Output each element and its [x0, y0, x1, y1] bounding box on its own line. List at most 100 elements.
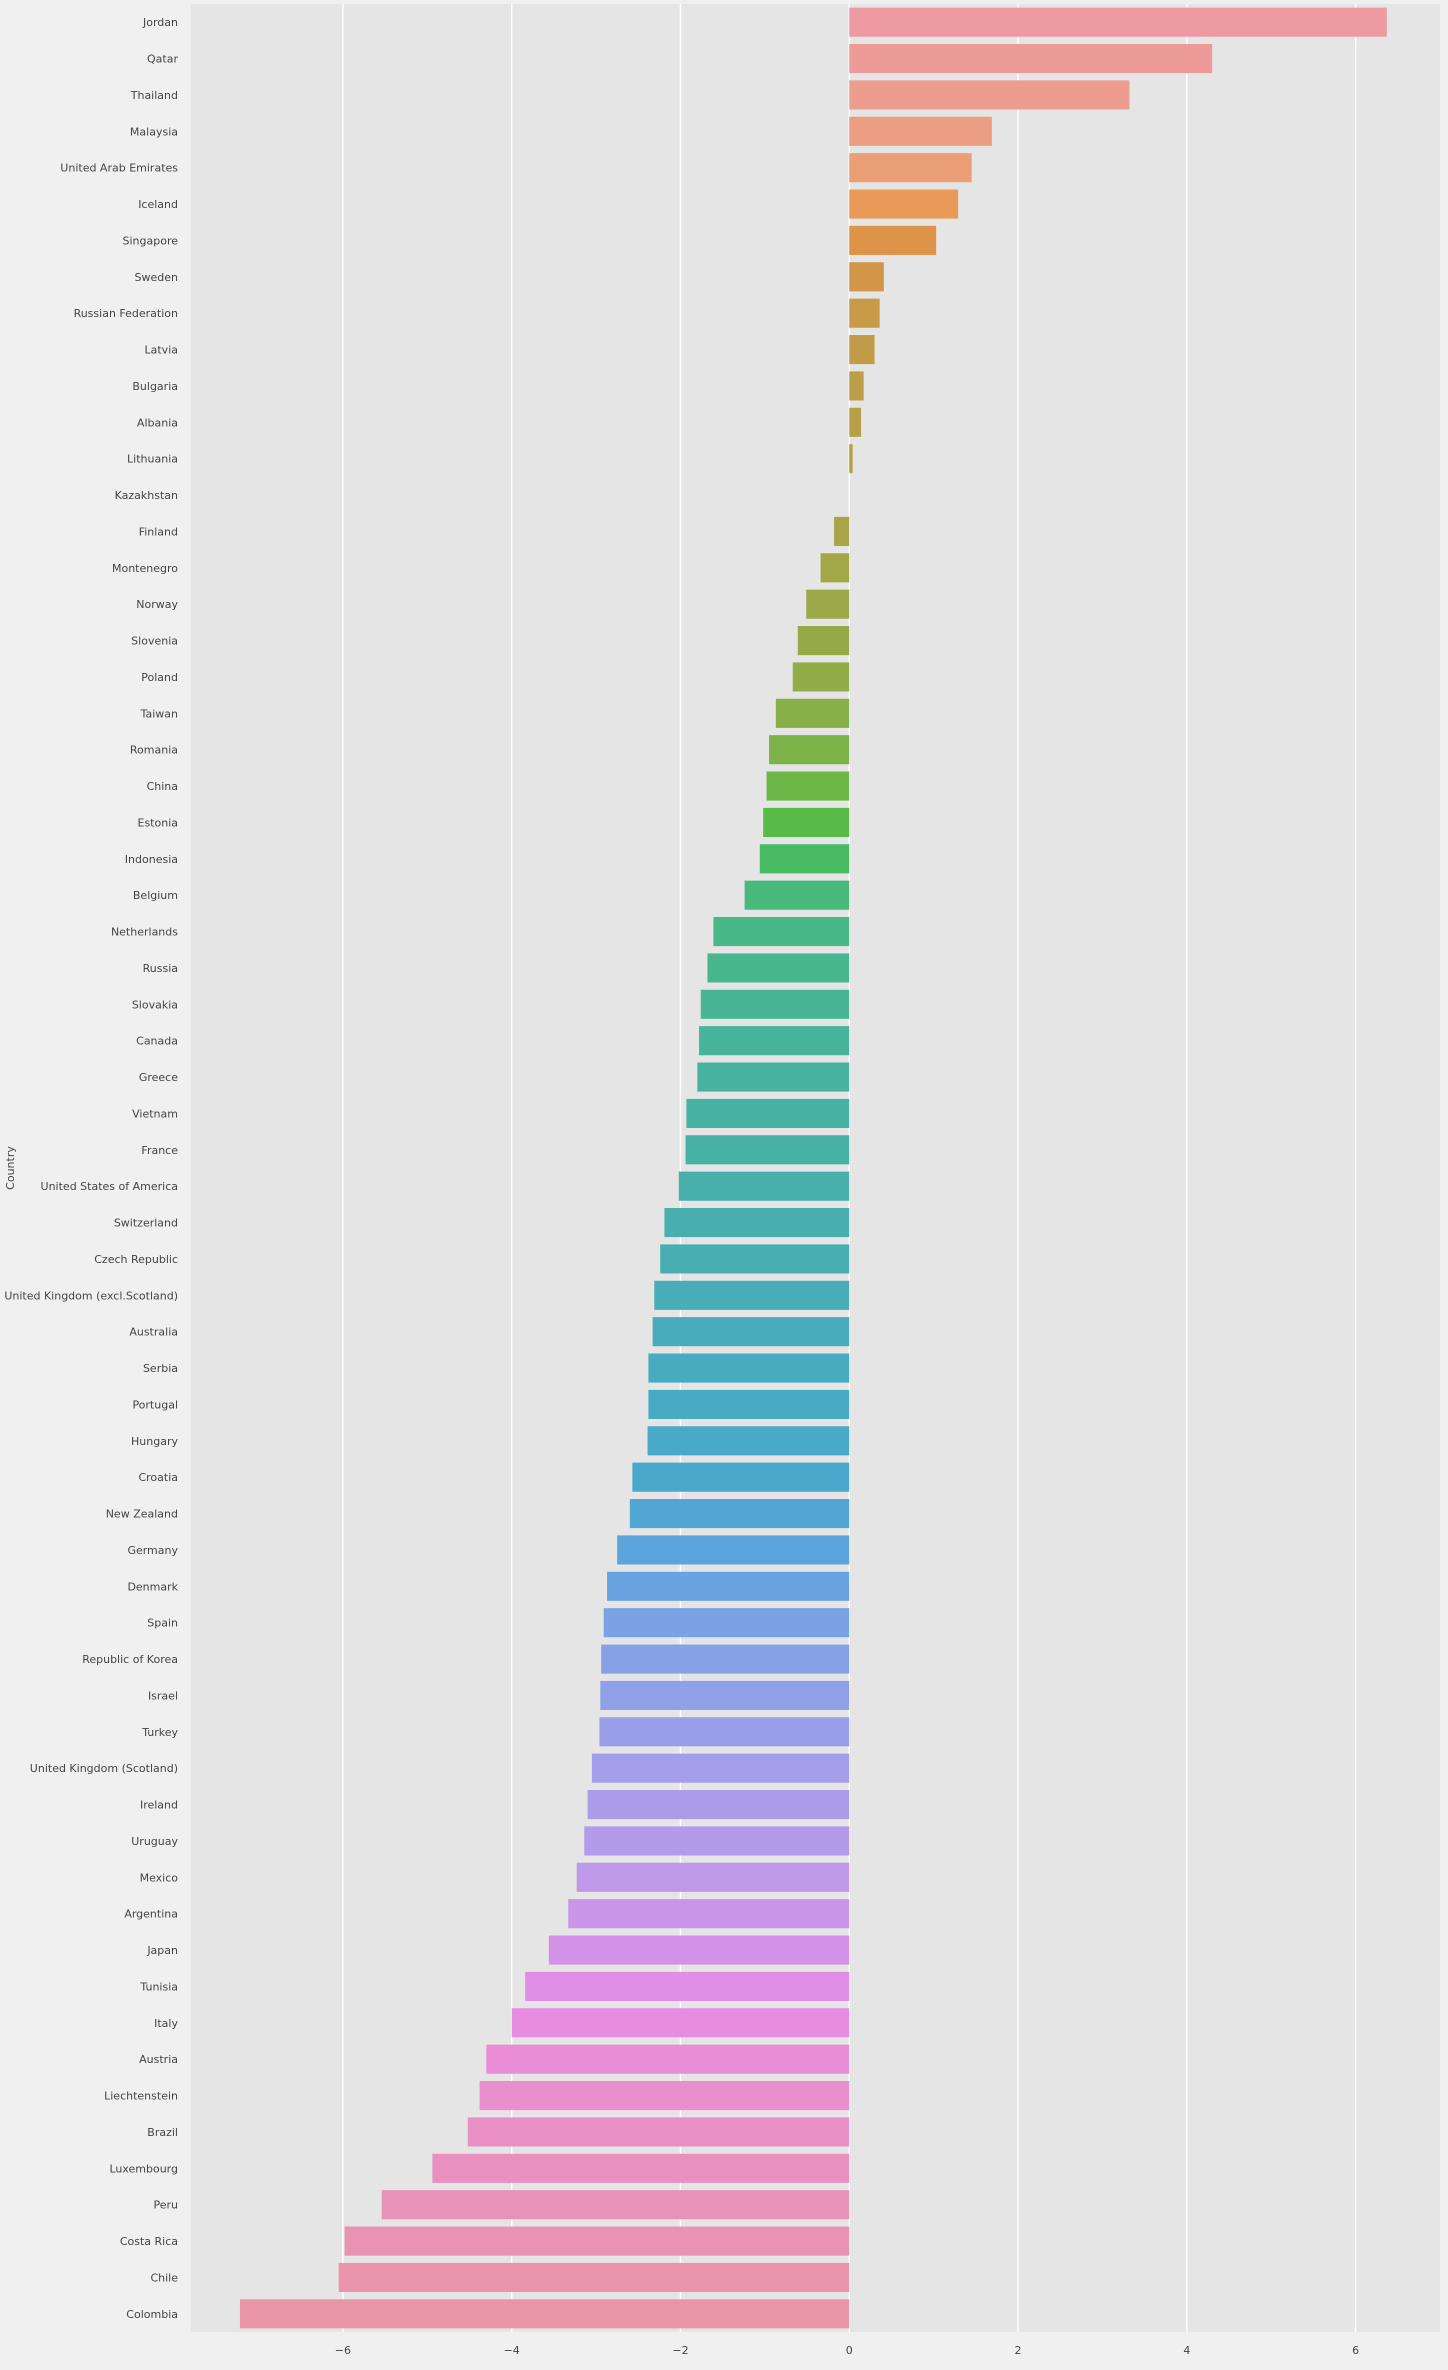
category-label: Argentina	[124, 1908, 178, 1921]
bar	[647, 1426, 850, 1456]
bar	[525, 1971, 850, 2001]
bar	[576, 1862, 850, 1892]
category-labels: Jordan Qatar Thailand Malaysia United Arab E…	[4, 16, 178, 2321]
bar	[652, 1317, 850, 1347]
bar	[849, 7, 1387, 37]
category-label: Turkey	[141, 1726, 178, 1739]
category-label: Montenegro	[112, 562, 178, 575]
category-label: Croatia	[138, 1471, 178, 1484]
bar	[849, 225, 937, 255]
category-label: Brazil	[147, 2126, 178, 2139]
category-label: Jordan	[142, 16, 178, 29]
category-label: Japan	[146, 1944, 178, 1957]
category-label: Costa Rica	[120, 2235, 178, 2248]
category-label: Liechtenstein	[104, 2090, 178, 2103]
bar	[806, 589, 850, 619]
bar	[769, 735, 850, 765]
category-label: Belgium	[133, 889, 178, 902]
bar	[601, 1644, 850, 1674]
category-label: Chile	[150, 2271, 178, 2284]
category-label: Malaysia	[130, 125, 178, 138]
bar	[700, 989, 850, 1019]
x-tick-label: 2	[1015, 2344, 1022, 2357]
category-label: Spain	[147, 1617, 178, 1630]
category-label: Estonia	[138, 816, 179, 829]
bar	[587, 1790, 850, 1820]
category-label: Norway	[136, 598, 178, 611]
x-tick-label: −2	[672, 2344, 688, 2357]
category-label: Uruguay	[131, 1835, 178, 1848]
category-label: Republic of Korea	[82, 1653, 178, 1666]
category-label: Sweden	[135, 271, 178, 284]
category-label: Iceland	[138, 198, 178, 211]
bar	[600, 1680, 850, 1710]
bar	[660, 1244, 850, 1274]
bar	[603, 1608, 850, 1638]
bar	[849, 153, 972, 183]
category-label: Lithuania	[127, 453, 178, 466]
category-label: Latvia	[145, 344, 179, 357]
category-label: United States of America	[41, 1180, 178, 1193]
category-label: Ireland	[140, 1799, 178, 1812]
bar	[849, 116, 992, 146]
bar	[697, 1062, 850, 1092]
category-label: Austria	[139, 2053, 178, 2066]
category-label: Luxembourg	[109, 2162, 178, 2175]
bar	[744, 880, 850, 910]
bar	[797, 626, 850, 656]
category-label: Portugal	[132, 1398, 178, 1411]
bar	[834, 516, 850, 546]
category-label: Thailand	[130, 89, 178, 102]
bar	[849, 262, 884, 292]
bar	[632, 1462, 850, 1492]
category-label: Russia	[143, 962, 178, 975]
category-label: Russian Federation	[74, 307, 178, 320]
category-label: Romania	[130, 744, 178, 757]
bar	[775, 698, 850, 728]
category-label: Singapore	[123, 234, 179, 247]
category-label: New Zealand	[106, 1508, 178, 1521]
category-label: Canada	[136, 1035, 178, 1048]
category-label: Bulgaria	[132, 380, 178, 393]
category-label: United Kingdom (Scotland)	[30, 1762, 178, 1775]
bar	[654, 1280, 850, 1310]
category-label: Netherlands	[111, 926, 178, 939]
bar	[338, 2262, 850, 2292]
bar	[849, 371, 864, 401]
x-tick-label: −6	[335, 2344, 351, 2357]
category-label: Israel	[148, 1689, 178, 1702]
bar	[766, 771, 850, 801]
bar	[849, 189, 959, 219]
category-label: Germany	[127, 1544, 178, 1557]
bar	[678, 1171, 850, 1201]
bar	[584, 1826, 850, 1856]
category-label: France	[141, 1144, 178, 1157]
category-label: Switzerland	[114, 1217, 178, 1230]
x-tick-label: 6	[1352, 2344, 1359, 2357]
category-label: Peru	[153, 2199, 178, 2212]
bar	[792, 662, 850, 692]
bar	[849, 298, 880, 328]
bar	[381, 2190, 850, 2220]
x-tick-label: −4	[504, 2344, 520, 2357]
bar	[344, 2226, 850, 2256]
bar	[763, 807, 850, 837]
category-label: Colombia	[126, 2308, 178, 2321]
bar	[759, 844, 850, 874]
category-label: China	[147, 780, 178, 793]
bar	[849, 444, 853, 474]
bar	[486, 2044, 850, 2074]
bar	[849, 80, 1130, 110]
bar	[699, 1026, 850, 1056]
bar	[849, 407, 862, 437]
category-label: Mexico	[140, 1871, 179, 1884]
category-label: Greece	[139, 1071, 178, 1084]
bar	[713, 917, 850, 947]
bar	[591, 1753, 850, 1783]
x-tick-labels: −6 −4 −2 0 2 4 6	[335, 2344, 1359, 2357]
bar	[467, 2117, 850, 2147]
bar	[607, 1571, 850, 1601]
category-label: Hungary	[131, 1435, 178, 1448]
